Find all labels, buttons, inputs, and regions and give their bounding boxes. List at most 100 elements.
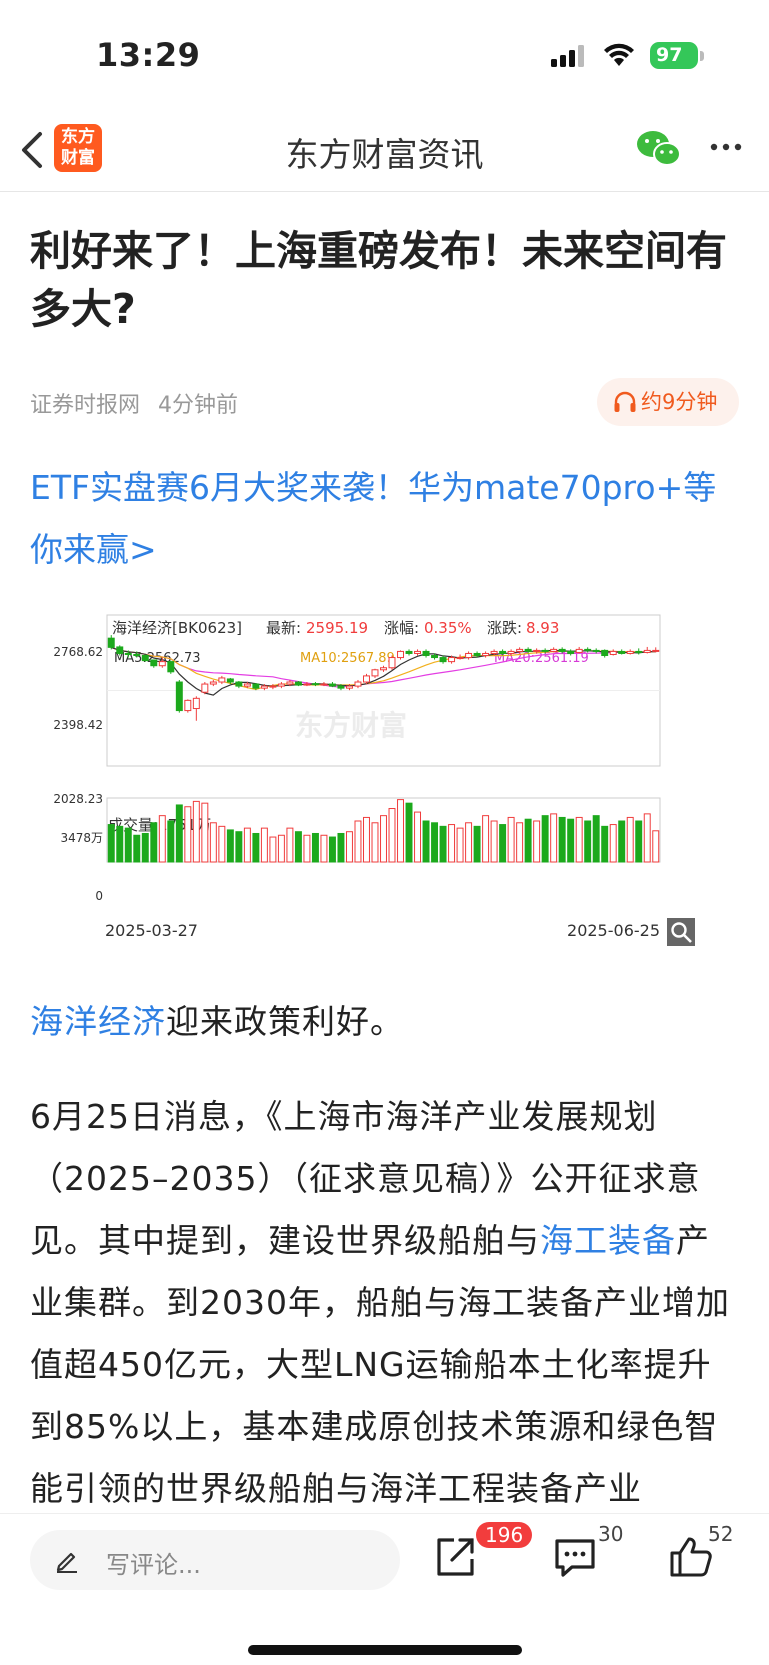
price-tick-bottom: 2028.23 [53, 792, 103, 806]
volume-tick-top: 3478万 [60, 831, 103, 845]
volume-bar [405, 802, 413, 863]
volume-bar [567, 818, 575, 863]
topic-link-offshore-equipment[interactable]: 海工装备 [540, 1221, 676, 1260]
volume-bar [575, 816, 583, 863]
volume-bar [507, 816, 515, 863]
volume-bar [277, 834, 285, 863]
candle [584, 648, 592, 651]
volume-bar [533, 820, 541, 863]
candle [473, 652, 481, 657]
promo-link[interactable]: ETF实盘赛6月大奖来袭！华为mate70pro+等你来赢> [30, 468, 717, 569]
volume-bar [269, 836, 277, 863]
candle [541, 649, 549, 652]
volume-bar [158, 815, 166, 863]
candle [431, 655, 439, 659]
candle [652, 649, 660, 652]
x-start-label: 2025-03-27 [105, 921, 198, 940]
listen-button[interactable]: 约9分钟 [597, 378, 739, 426]
candle [269, 685, 277, 688]
candle [277, 683, 285, 687]
cellular-signal-icon [551, 45, 584, 67]
topic-link-ocean-economy[interactable]: 海洋经济 [30, 1002, 166, 1041]
comment-input[interactable]: 写评论... [30, 1530, 400, 1590]
volume-tick-bottom: 0 [95, 889, 103, 903]
candle [235, 681, 243, 687]
like-icon[interactable] [668, 1534, 714, 1580]
volume-bar [252, 832, 260, 863]
candle [345, 685, 353, 689]
magnifier-icon[interactable] [667, 918, 695, 946]
chart-change-pct-value: 0.35% [424, 619, 472, 637]
more-icon[interactable] [708, 132, 744, 162]
candle [618, 650, 626, 654]
candle [533, 649, 541, 652]
comment-icon[interactable] [552, 1534, 598, 1580]
volume-bar [626, 816, 634, 863]
status-bar: 13:29 97 [0, 0, 769, 110]
candle [303, 683, 311, 686]
volume-bar [652, 830, 660, 863]
volume-bar [345, 831, 353, 863]
candle [124, 652, 132, 655]
candle [448, 657, 456, 663]
candle [516, 648, 524, 652]
volume-bar [167, 820, 175, 863]
candle [158, 661, 166, 667]
battery-tip [700, 51, 704, 61]
volume-bar [133, 834, 141, 863]
article-source: 证券时报网 [30, 393, 141, 418]
volume-bar [286, 827, 294, 863]
volume-bar [643, 813, 651, 863]
ma10-label: MA10:2567.89 [300, 651, 395, 666]
volume-bar [609, 824, 617, 863]
candle [107, 637, 115, 648]
volume-bar [439, 825, 447, 863]
kline-chart[interactable]: 海洋经济[BK0623] 最新: 2595.19 涨幅: 0.35% 涨跌: 8… [50, 610, 740, 950]
chart-name: 海洋经济[BK0623] [112, 619, 242, 637]
candle [192, 697, 200, 710]
candle [482, 652, 490, 657]
price-tick-mid: 2398.42 [53, 718, 103, 732]
volume-bar [635, 820, 643, 863]
volume-bar [516, 822, 524, 863]
volume-bar [218, 825, 226, 863]
article-headline: 利好来了！上海重磅发布！未来空间有多大? [30, 227, 727, 333]
chart-change-value: 8.93 [526, 619, 559, 637]
candle [150, 659, 158, 667]
volume-bar [116, 825, 124, 863]
back-chevron-icon[interactable] [18, 130, 48, 170]
candle [558, 648, 566, 652]
volume-bar [558, 816, 566, 863]
candle [328, 683, 336, 687]
candle [414, 650, 422, 654]
volume-bar [235, 831, 243, 863]
candle [456, 657, 464, 660]
candle [218, 677, 226, 683]
volume-bar [482, 815, 490, 863]
pen-icon [56, 1552, 77, 1573]
volume-bar [141, 832, 149, 863]
candle [252, 683, 260, 689]
comment-placeholder: 写评论... [106, 1551, 201, 1579]
volume-bar [243, 827, 251, 863]
volume-bar [354, 820, 362, 863]
volume-bar [584, 820, 592, 863]
volume-bar [371, 822, 379, 863]
comment-count: 30 [598, 1522, 624, 1546]
share-icon[interactable] [432, 1534, 478, 1580]
volume-bar [541, 815, 549, 863]
like-count: 52 [708, 1522, 734, 1546]
candle [643, 649, 651, 653]
candle [286, 681, 294, 685]
candle [167, 661, 175, 673]
nav-bar: 东方 财富 东方财富资讯 [0, 110, 769, 192]
volume-bar [499, 824, 507, 863]
candle [507, 650, 515, 654]
wechat-icon[interactable] [636, 128, 682, 168]
candle [320, 683, 328, 686]
volume-bar [328, 836, 336, 863]
status-time: 13:29 [96, 36, 201, 74]
chart-latest-label: 最新: [266, 619, 301, 637]
volume-bar [473, 825, 481, 863]
volume-bar [260, 827, 268, 863]
